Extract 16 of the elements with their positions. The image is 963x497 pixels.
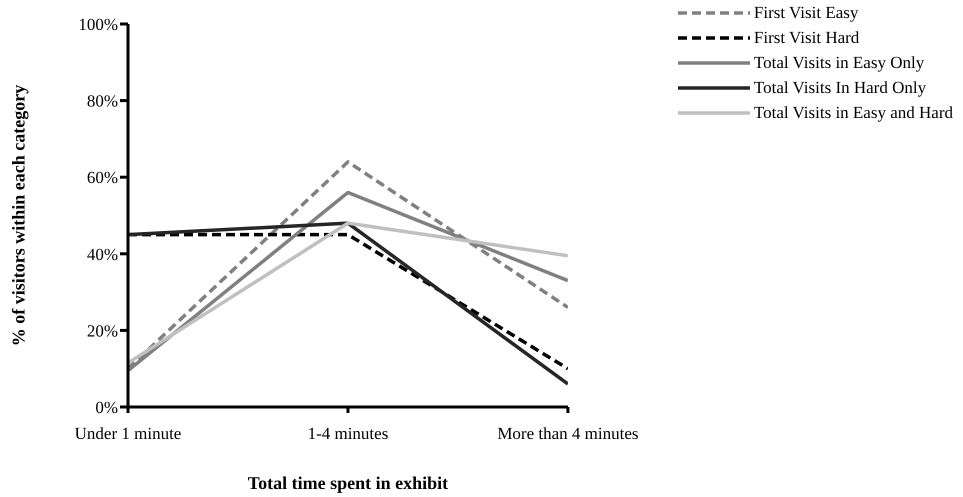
x-tick-label: More than 4 minutes [497,424,638,444]
y-tick-label: 40% [86,244,118,264]
legend-label: Total Visits In Hard Only [754,77,926,99]
legend-label: Total Visits in Easy Only [754,52,924,74]
legend-label: First Visit Hard [754,27,860,49]
y-tick-label: 100% [78,15,118,34]
x-tick-label: 1-4 minutes [308,424,388,444]
x-tick-label: Under 1 minute [74,424,182,444]
y-tick-label: 80% [86,92,118,111]
legend-label: Total Visits in Easy and Hard [754,102,953,124]
legend-label: First Visit Easy [754,2,858,24]
y-axis-title: % of visitors within each category [8,84,28,346]
y-tick-label: 0% [95,398,118,418]
y-tick-label: 60% [86,168,118,188]
y-tick-label: 20% [86,321,118,340]
x-axis-title: Total time spent in exhibit [248,473,448,493]
